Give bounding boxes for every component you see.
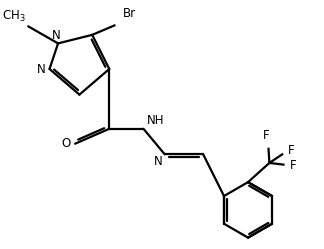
Text: O: O bbox=[62, 137, 71, 150]
Text: F: F bbox=[263, 129, 270, 142]
Text: N: N bbox=[37, 62, 46, 75]
Text: CH$_3$: CH$_3$ bbox=[2, 9, 26, 24]
Text: F: F bbox=[288, 144, 295, 157]
Text: NH: NH bbox=[147, 114, 164, 127]
Text: N: N bbox=[52, 29, 60, 42]
Text: F: F bbox=[289, 159, 296, 172]
Text: Br: Br bbox=[123, 7, 136, 20]
Text: N: N bbox=[154, 155, 162, 168]
